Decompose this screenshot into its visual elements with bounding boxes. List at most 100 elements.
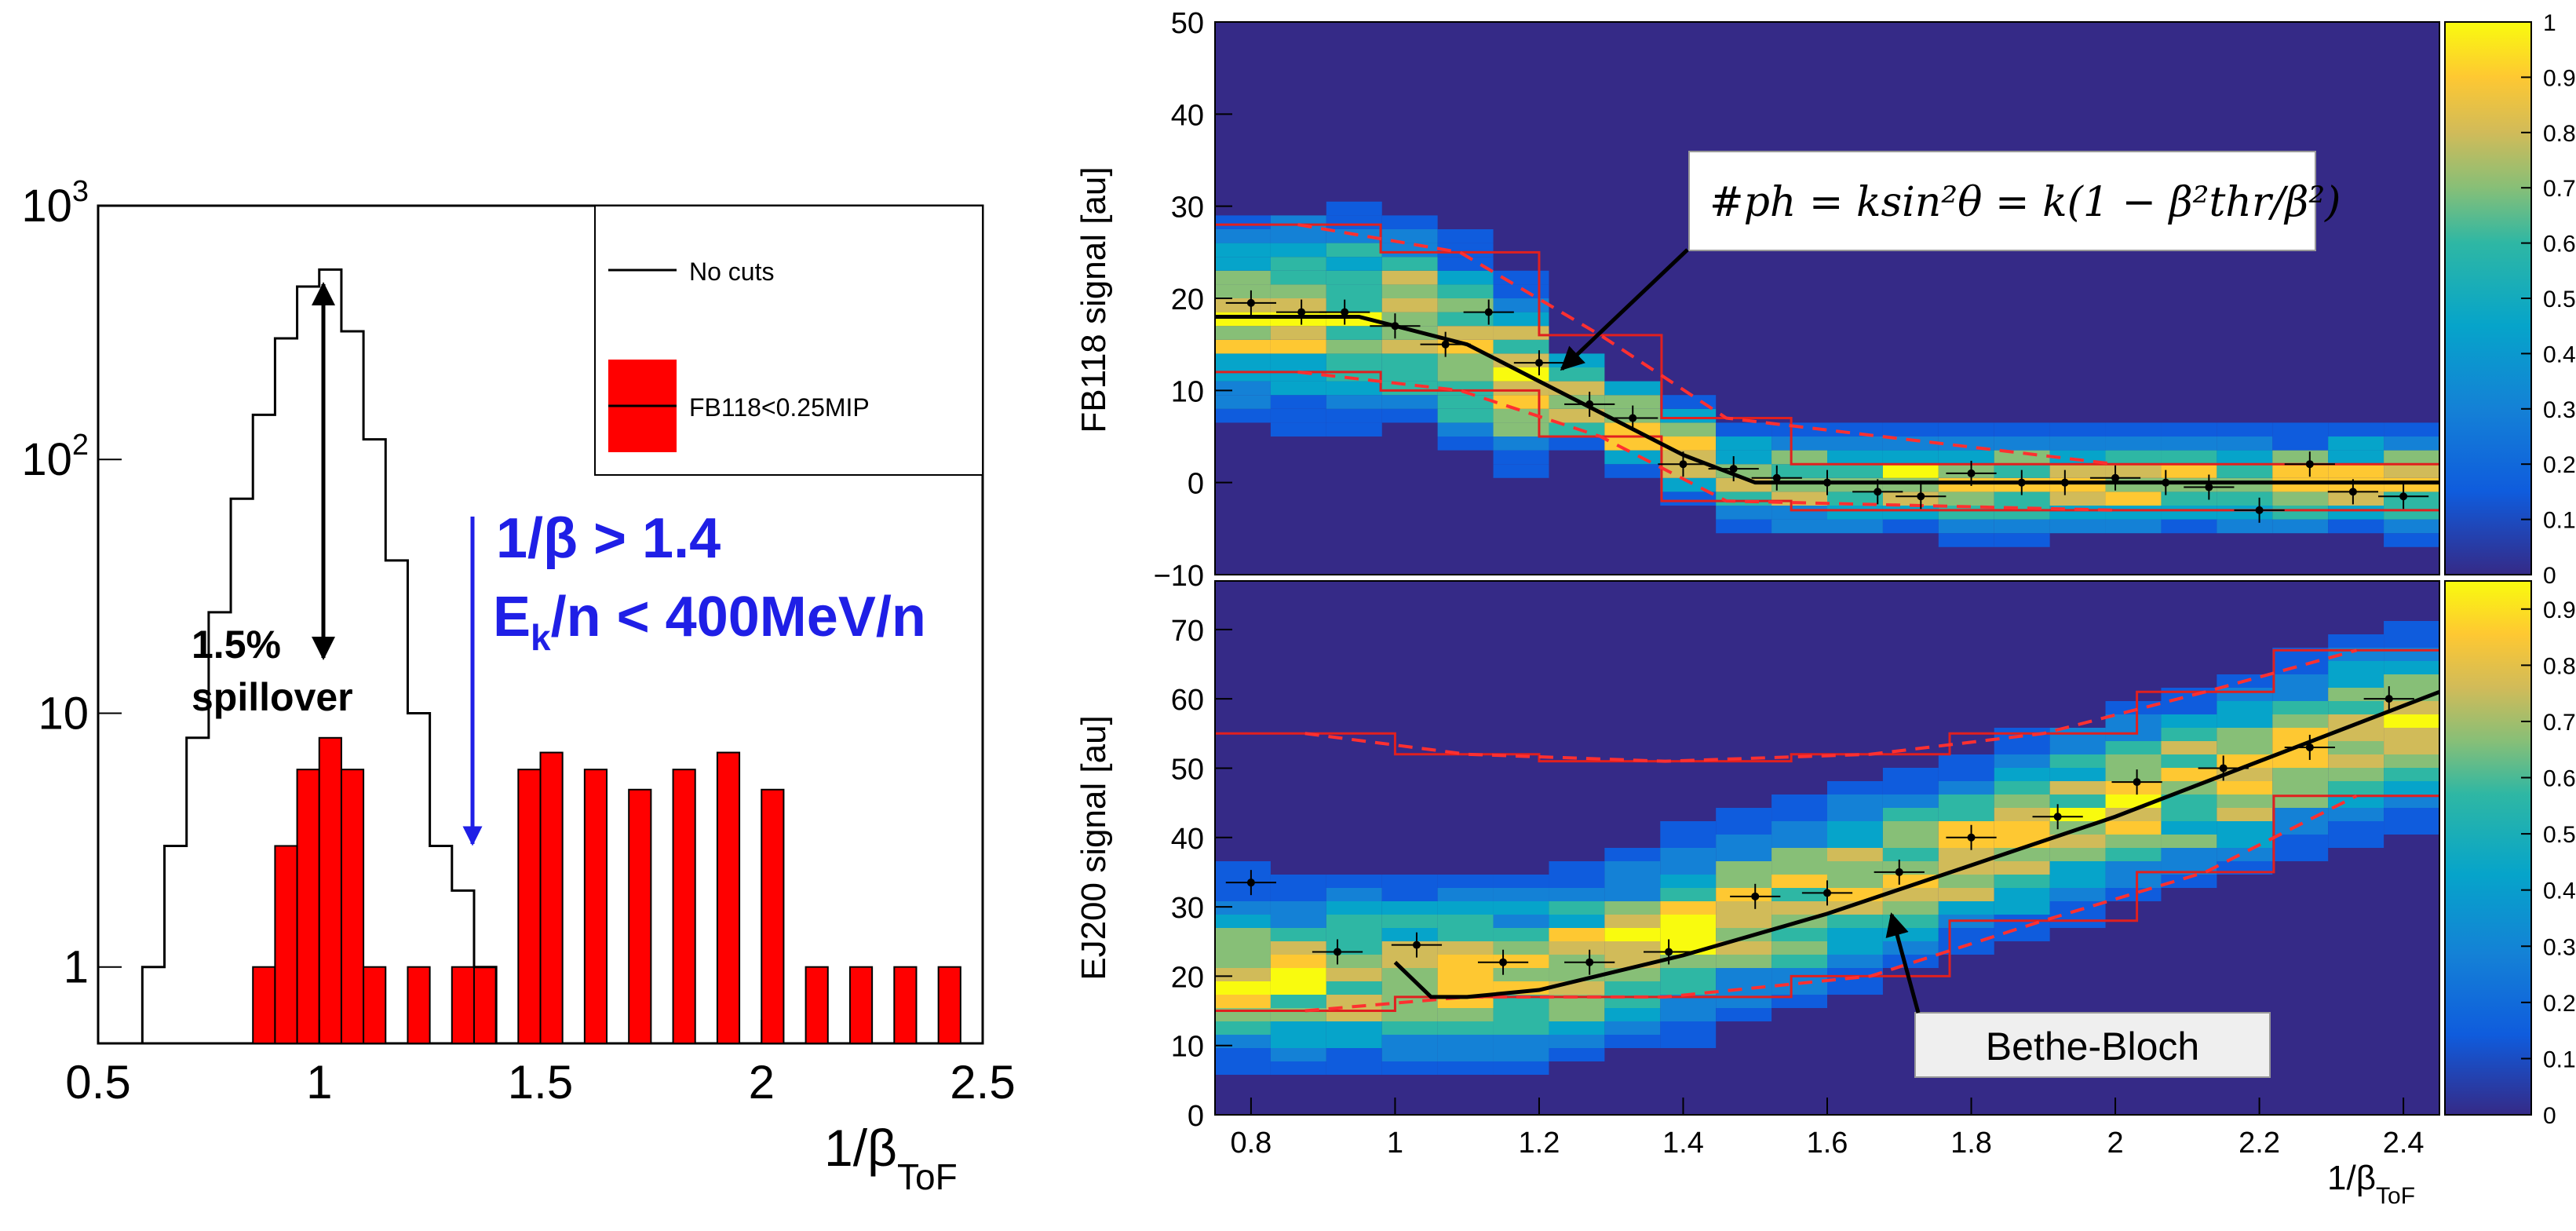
- profile-point: [1341, 308, 1349, 316]
- band-lower-step: [1215, 794, 2439, 1013]
- cbar-tick-label: 0.9: [2543, 597, 2576, 623]
- heatmap-cell: [1270, 955, 1326, 968]
- heatmap-cell: [1381, 243, 1438, 258]
- heatmap-cell: [1827, 506, 1883, 520]
- xtick-label: 1: [1387, 1127, 1403, 1160]
- heatmap-cell: [2049, 741, 2106, 754]
- heatmap-cell: [1270, 1048, 1326, 1061]
- cut-bar: [473, 966, 498, 1045]
- heatmap-cell: [1604, 888, 1661, 901]
- heatmap-cell: [1326, 381, 1382, 396]
- heatmap-cell: [1437, 1008, 1494, 1021]
- heatmap-cell: [1660, 422, 1717, 437]
- cut-label-energy-rest: /n < 400MeV/n: [551, 586, 926, 648]
- heatmap-cell: [1493, 437, 1549, 451]
- heatmap-cell: [1882, 437, 1939, 451]
- cbar-tick-label: 0.6: [2543, 232, 2576, 258]
- heatmap-cell: [2328, 634, 2384, 648]
- profile-point: [1499, 958, 1508, 966]
- heatmap-cell: [1437, 312, 1494, 327]
- heatmap-cell: [1326, 1035, 1382, 1048]
- left-xaxis-main: 1/β: [824, 1119, 897, 1177]
- xtick-label: 2.2: [2238, 1127, 2280, 1160]
- heatmap-cell: [1827, 955, 1883, 968]
- heatmap-cell: [1994, 491, 2050, 506]
- heatmap-cell: [2217, 781, 2273, 794]
- heatmap-cell: [1994, 781, 2050, 794]
- heatmap-cell: [1215, 981, 1271, 995]
- formula-text: #ph = ksin²θ = k(1 − β²thr/β²): [1709, 179, 2341, 226]
- heatmap-cell: [2384, 437, 2439, 451]
- legend-label-no-cuts: No cuts: [689, 258, 774, 286]
- heatmap-cell: [2049, 888, 2106, 901]
- heatmap-cell: [1771, 437, 1827, 451]
- heatmap-cell: [2384, 422, 2439, 437]
- heatmap-cell: [1716, 861, 1772, 875]
- heatmap-cell: [2384, 754, 2439, 768]
- heatmap-cell: [1215, 229, 1271, 243]
- profile-point: [2219, 764, 2228, 773]
- heatmap-cell: [1604, 981, 1661, 995]
- heatmap-cell: [1493, 1008, 1549, 1021]
- heatmap-cell: [2105, 768, 2162, 781]
- heatmap-cell: [1381, 888, 1438, 901]
- heatmap-cell: [1660, 491, 1717, 506]
- heatmap-cell: [1882, 928, 1939, 941]
- heatmap-cell: [2105, 781, 2162, 794]
- heatmap-cell: [2272, 491, 2329, 506]
- profile-point: [2205, 483, 2213, 491]
- profile-point: [1534, 359, 1543, 367]
- heatmap-cell: [2049, 875, 2106, 888]
- heatmap-cell: [1771, 861, 1827, 875]
- heatmap-cell: [1215, 1061, 1271, 1075]
- heatmap-cell: [1827, 848, 1883, 861]
- heatmap-cell: [1381, 284, 1438, 298]
- heatmap-cell: [1493, 450, 1549, 465]
- heatmap-cell: [1994, 821, 2050, 835]
- heatmap-cell: [2161, 506, 2217, 520]
- heatmap-cell: [1326, 1048, 1382, 1061]
- heatmap-cell: [1771, 875, 1827, 888]
- heatmap-cell: [1215, 298, 1271, 312]
- heatmap-cell: [1493, 888, 1549, 901]
- heatmap-cell: [2384, 634, 2439, 648]
- bethe-box: [1914, 1012, 2271, 1078]
- heatmap-cell: [1437, 257, 1494, 271]
- heatmap-cell: [1994, 808, 2050, 821]
- cbar-tick-label: 0: [2543, 1103, 2556, 1129]
- cut-bar: [451, 966, 475, 1045]
- heatmap-cell: [2105, 835, 2162, 848]
- cut-bar: [363, 966, 387, 1045]
- heatmap-cell: [1549, 1048, 1605, 1061]
- heatmap-cell: [2105, 714, 2162, 728]
- bethe-arrow: [1885, 912, 1921, 1014]
- heatmap-cell: [1270, 381, 1326, 396]
- heatmap-cell: [1938, 888, 1994, 901]
- legend-label-cut: FB118<0.25MIP: [689, 393, 870, 422]
- heatmap-cell: [1660, 1021, 1717, 1035]
- heatmap-cell: [1215, 339, 1271, 354]
- heatmap-cell: [1326, 928, 1382, 941]
- ytick-label: 30: [1171, 192, 1204, 225]
- heatmap-cell: [2217, 835, 2273, 848]
- heatmap-cell: [2161, 848, 2217, 861]
- heatmap-cell: [2161, 741, 2217, 754]
- heatmap-cell: [1771, 464, 1827, 478]
- heatmap-cell: [1827, 464, 1883, 478]
- heatmap-cell: [1660, 928, 1717, 941]
- heatmap-cell: [1994, 875, 2050, 888]
- heatmap-cell: [2328, 754, 2384, 768]
- heatmap-cell: [1215, 968, 1271, 981]
- heatmap-cell: [1493, 422, 1549, 437]
- cbar-tick-label: 0.7: [2543, 710, 2576, 736]
- heatmap-cell: [1437, 1061, 1494, 1075]
- heatmap-cell: [1270, 229, 1326, 243]
- heatmap-cell: [1771, 794, 1827, 808]
- heatmap-cell: [1882, 901, 1939, 915]
- heatmap-cell: [1215, 353, 1271, 367]
- heatmap-cell: [1938, 491, 1994, 506]
- heatmap-cell: [2105, 741, 2162, 754]
- heatmap-cell: [1493, 395, 1549, 409]
- heatmap-cell: [1716, 875, 1772, 888]
- heatmap-cell: [2328, 437, 2384, 451]
